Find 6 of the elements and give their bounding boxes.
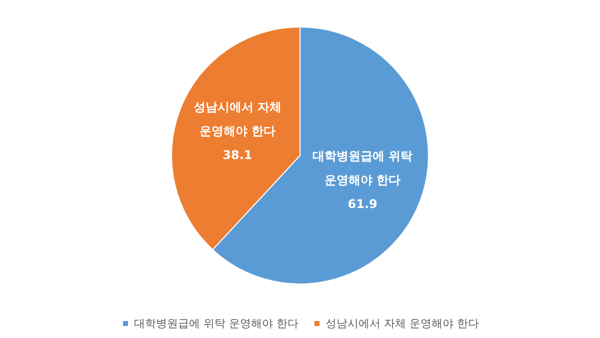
legend-label: 대학병원급에 위탁 운영해야 한다 bbox=[134, 317, 299, 330]
slice-label: 대학병원급에 위탁 운영해야 한다 bbox=[312, 149, 413, 188]
data-label: 38.1 bbox=[222, 148, 252, 162]
slice-label: 성남시에서 자체 운영해야 한다 bbox=[193, 100, 282, 138]
data-label: 61.9 bbox=[348, 197, 378, 212]
legend-label: 성남시에서 자체 운영해야 한다 bbox=[326, 317, 479, 330]
